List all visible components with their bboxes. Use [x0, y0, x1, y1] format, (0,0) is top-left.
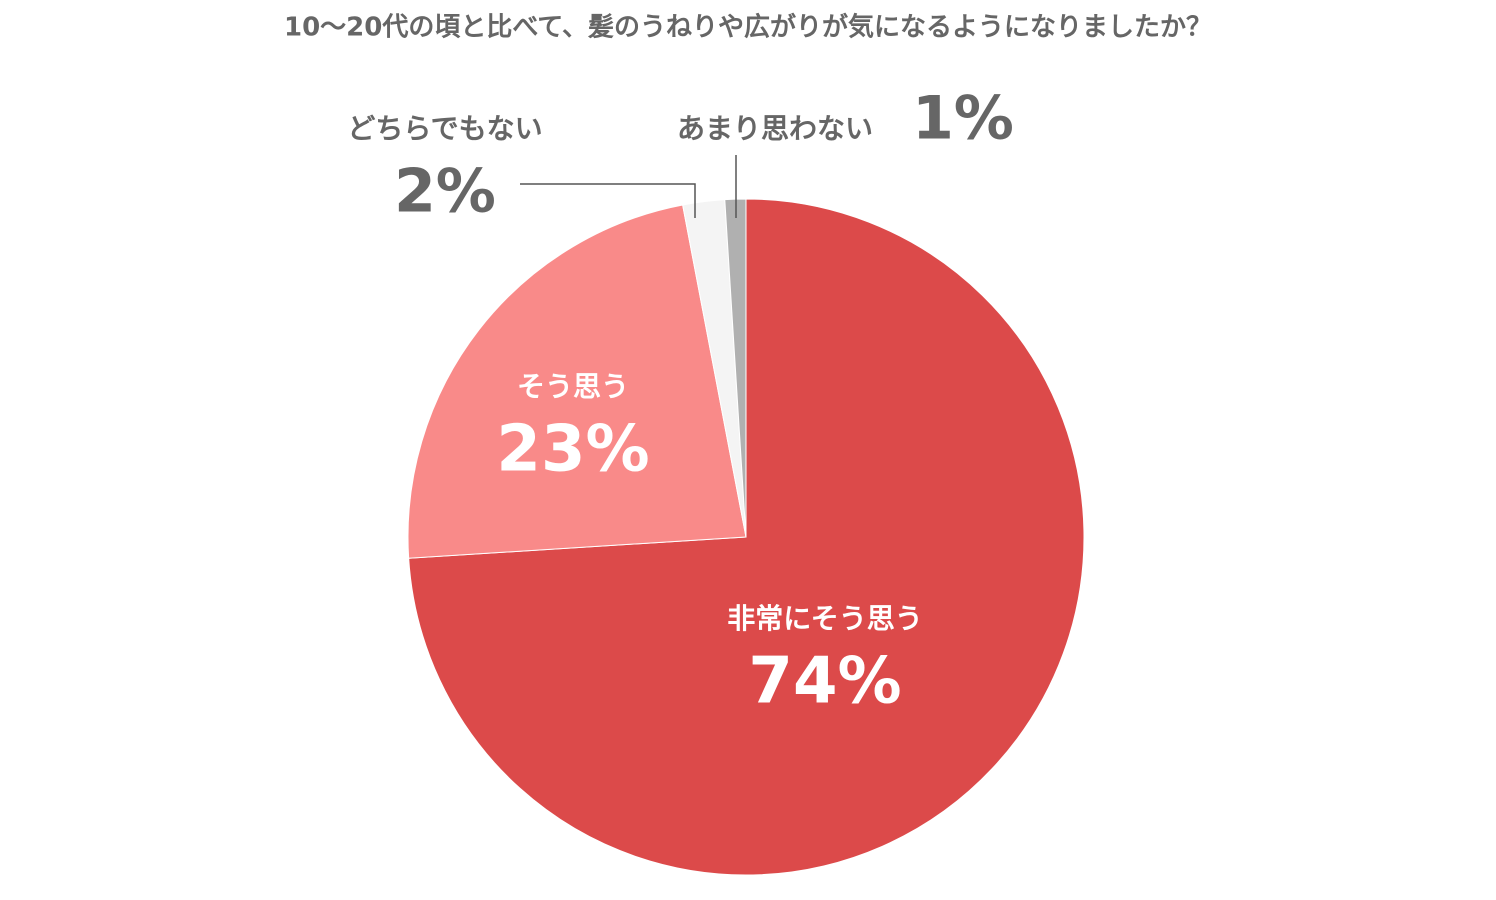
slice-label: そう思う — [517, 370, 629, 403]
chart-title: 10〜20代の頃と比べて、髪のうねりや広がりが気になるようになりましたか？ — [284, 12, 1212, 43]
value-label: 2% — [394, 157, 496, 227]
leader-line — [520, 183, 696, 218]
pie-slice — [407, 204, 747, 559]
slice-label: どちらでもない — [347, 112, 542, 145]
slice-label: あまり思わない — [677, 112, 873, 145]
slice-label: 非常にそう思う — [727, 602, 922, 635]
value-label: 74% — [748, 645, 901, 719]
value-label: 23% — [496, 413, 649, 487]
value-label: 1% — [912, 84, 1014, 154]
